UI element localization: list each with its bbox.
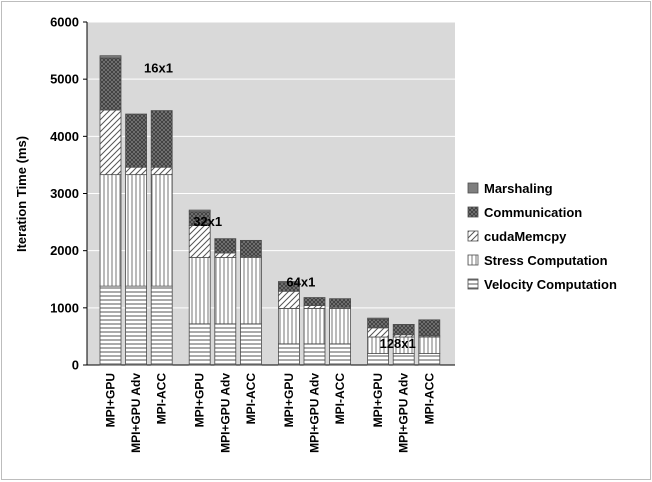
bar-segment-stress-computation: [125, 174, 147, 287]
bar-segment-stress-computation: [418, 336, 441, 354]
legend-label: cudaMemcpy: [484, 229, 567, 244]
legend-label: Stress Computation: [484, 253, 608, 268]
bar-segment-cudamemcpy: [150, 166, 173, 176]
bar-segment-cudamemcpy: [125, 166, 147, 176]
bar-segment-stress-computation: [277, 308, 300, 345]
bar-segment-velocity-computation: [418, 353, 441, 366]
gridlines: [87, 21, 455, 309]
legend-swatch: [467, 182, 479, 194]
y-tick-label: 1000: [50, 300, 79, 315]
bar-segment-velocity-computation: [214, 323, 237, 366]
y-tick-label: 5000: [50, 72, 79, 87]
bar-segment-marshaling: [188, 209, 211, 213]
y-axis-label: Iteration Time (ms): [14, 136, 29, 252]
bar-segment-cudamemcpy: [303, 305, 326, 309]
x-tick-label: MPI-ACC: [422, 373, 436, 425]
bar-segment-stress-computation: [150, 174, 173, 287]
legend-swatch: [467, 254, 479, 266]
bar-segment-communication: [99, 57, 122, 111]
bar-segment-marshaling: [99, 55, 122, 59]
bar-segment-communication: [392, 324, 415, 336]
bar-segment-marshaling: [367, 317, 390, 320]
bar-segment-velocity-computation: [277, 343, 300, 366]
y-tick-label: 2000: [50, 243, 79, 258]
bar-segment-cudamemcpy: [99, 109, 122, 176]
y-tick-label: 3000: [50, 186, 79, 201]
bar-segment-velocity-computation: [303, 343, 326, 366]
bar-segment-communication: [418, 319, 441, 337]
bar-segment-marshaling: [277, 281, 300, 284]
bar-segment-communication: [367, 318, 390, 329]
bar-segment-stress-computation: [329, 308, 352, 345]
bars: [99, 55, 441, 366]
bar-segment-velocity-computation: [150, 285, 173, 366]
y-tick-label: 4000: [50, 129, 79, 144]
x-tick-label: MPI-ACC: [333, 373, 347, 425]
legend-label: Velocity Computation: [484, 277, 617, 292]
group-label: 32x1: [193, 214, 222, 229]
bar-segment-velocity-computation: [239, 323, 262, 366]
bar-segment-communication: [125, 113, 147, 168]
bar-segment-velocity-computation: [367, 353, 390, 366]
bar-segment-communication: [303, 297, 326, 306]
y-axis: 0 1000 2000 3000 4000 5000 6000: [50, 15, 455, 373]
y-tick-label: 6000: [50, 15, 79, 30]
x-tick-label: MPI+GPU Adv: [308, 373, 322, 453]
bar-segment-cudamemcpy: [214, 252, 237, 258]
group-label: 128x1: [380, 336, 416, 351]
x-tick-label: MPI+GPU: [371, 373, 385, 427]
x-tick-label: MPI+GPU Adv: [129, 373, 143, 453]
bar-segment-velocity-computation: [392, 353, 415, 366]
legend-swatch: [467, 206, 479, 218]
x-tick-label: MPI+GPU Adv: [397, 373, 411, 453]
bar-segment-stress-computation: [239, 257, 262, 325]
y-tick-label: 0: [72, 358, 79, 373]
bar-segment-stress-computation: [303, 308, 326, 345]
x-tick-label: MPI-ACC: [244, 373, 258, 425]
bar-segment-velocity-computation: [99, 285, 122, 366]
legend-label: Communication: [484, 205, 582, 220]
x-tick-label: MPI+GPU Adv: [218, 373, 232, 453]
bar-segment-stress-computation: [99, 174, 122, 287]
group-label: 16x1: [144, 61, 173, 76]
bar-segment-cudamemcpy: [188, 225, 211, 258]
group-label: 64x1: [286, 275, 315, 290]
bar-segment-velocity-computation: [329, 343, 352, 366]
legend-swatch: [467, 230, 479, 242]
legend-label: Marshaling: [484, 181, 553, 196]
legend-swatch: [467, 278, 479, 290]
x-tick-label: MPI-ACC: [155, 373, 169, 425]
x-tick-label: MPI+GPU: [193, 373, 207, 427]
bar-segment-communication: [239, 239, 262, 257]
bar-segment-stress-computation: [214, 257, 237, 325]
bar-segment-communication: [329, 298, 352, 308]
bar-segment-communication: [214, 238, 237, 254]
bar-segment-velocity-computation: [125, 285, 147, 366]
x-tick-label: MPI+GPU: [104, 373, 118, 427]
group-labels: 16x1 32x1 64x1 128x1: [144, 61, 416, 351]
bar-segment-communication: [150, 110, 173, 168]
x-tick-label: MPI+GPU: [282, 373, 296, 427]
bar-segment-cudamemcpy: [277, 290, 300, 309]
legend: Marshaling Communication cudaMemcpy Stress …: [467, 181, 617, 292]
bar-segment-stress-computation: [188, 257, 211, 325]
x-tick-labels: MPI+GPU MPI+GPU Adv MPI-ACC MPI+GPU MPI+GPU …: [104, 373, 437, 453]
bar-segment-velocity-computation: [188, 323, 211, 366]
